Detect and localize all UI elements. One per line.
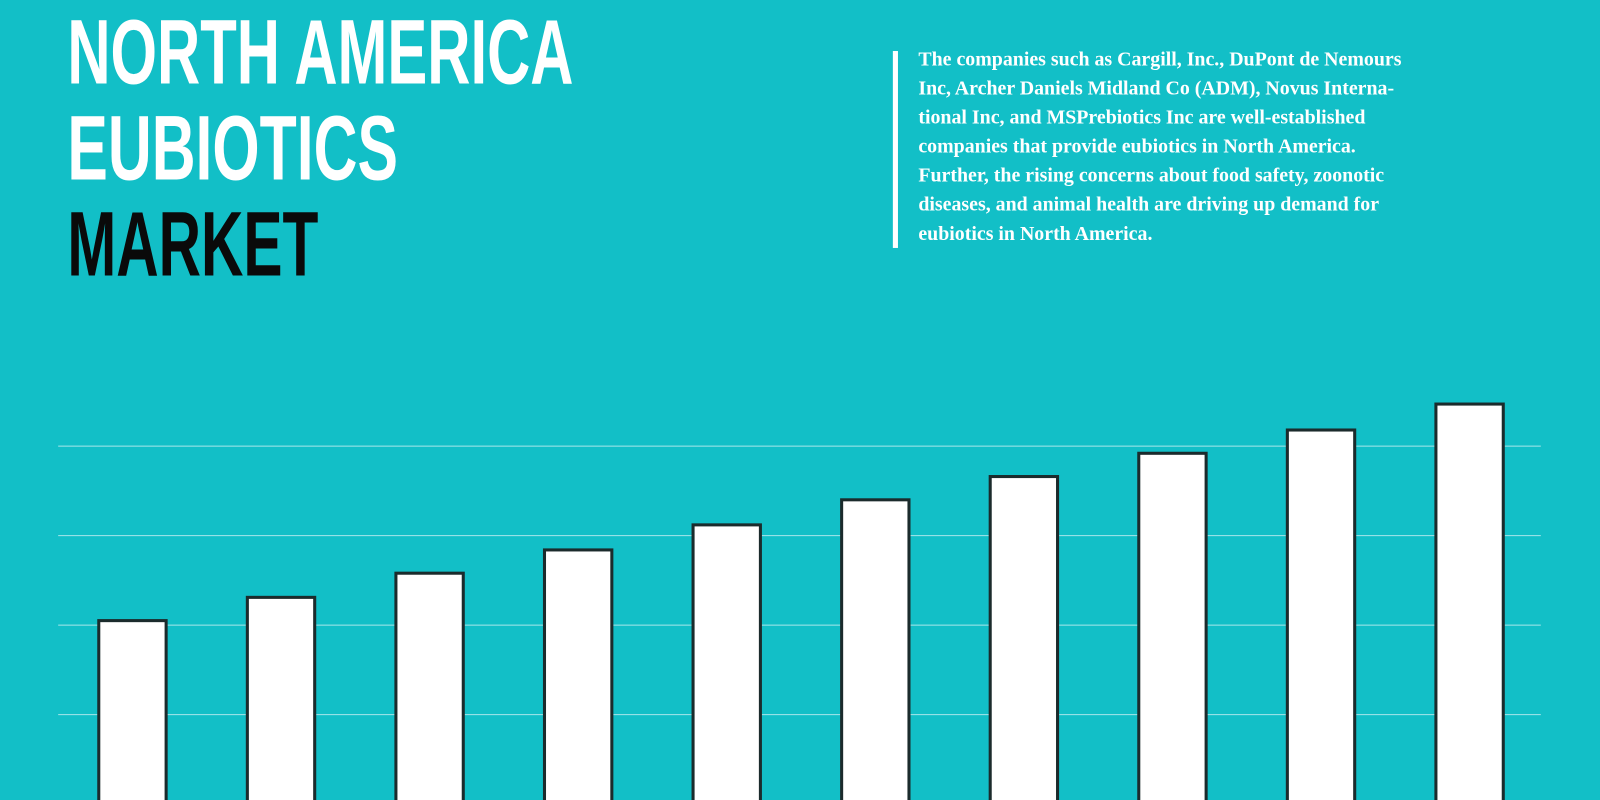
- bar: [691, 523, 762, 800]
- bar: [542, 548, 614, 800]
- quote-bar: [892, 51, 898, 248]
- description: The companies such as Cargill, Inc., DuP…: [918, 48, 1401, 244]
- bar: [97, 619, 168, 800]
- title-line: EUBIOTICS: [67, 98, 398, 200]
- description-line: companies that provide eubiotics in Nort…: [918, 136, 1355, 158]
- bar: [394, 571, 465, 800]
- description-line: diseases, and animal health are driving …: [918, 194, 1379, 216]
- description-line: The companies such as Cargill, Inc., DuP…: [918, 48, 1401, 70]
- bar: [1137, 451, 1208, 800]
- bar: [988, 475, 1060, 800]
- description-line: eubiotics in North America.: [918, 223, 1152, 245]
- bar: [1434, 402, 1505, 800]
- title-line: MARKET: [67, 194, 318, 296]
- bar: [245, 595, 317, 800]
- title-line: NORTH AMERICA: [67, 2, 573, 104]
- description-line: Further, the rising concerns about food …: [918, 165, 1384, 187]
- bar: [840, 498, 911, 800]
- bar: [1285, 428, 1357, 800]
- description-line: Inc, Archer Daniels Midland Co (ADM), No…: [918, 77, 1394, 99]
- chart: [58, 402, 1541, 800]
- description-line: tional Inc, and MSPrebiotics Inc are wel…: [918, 106, 1365, 128]
